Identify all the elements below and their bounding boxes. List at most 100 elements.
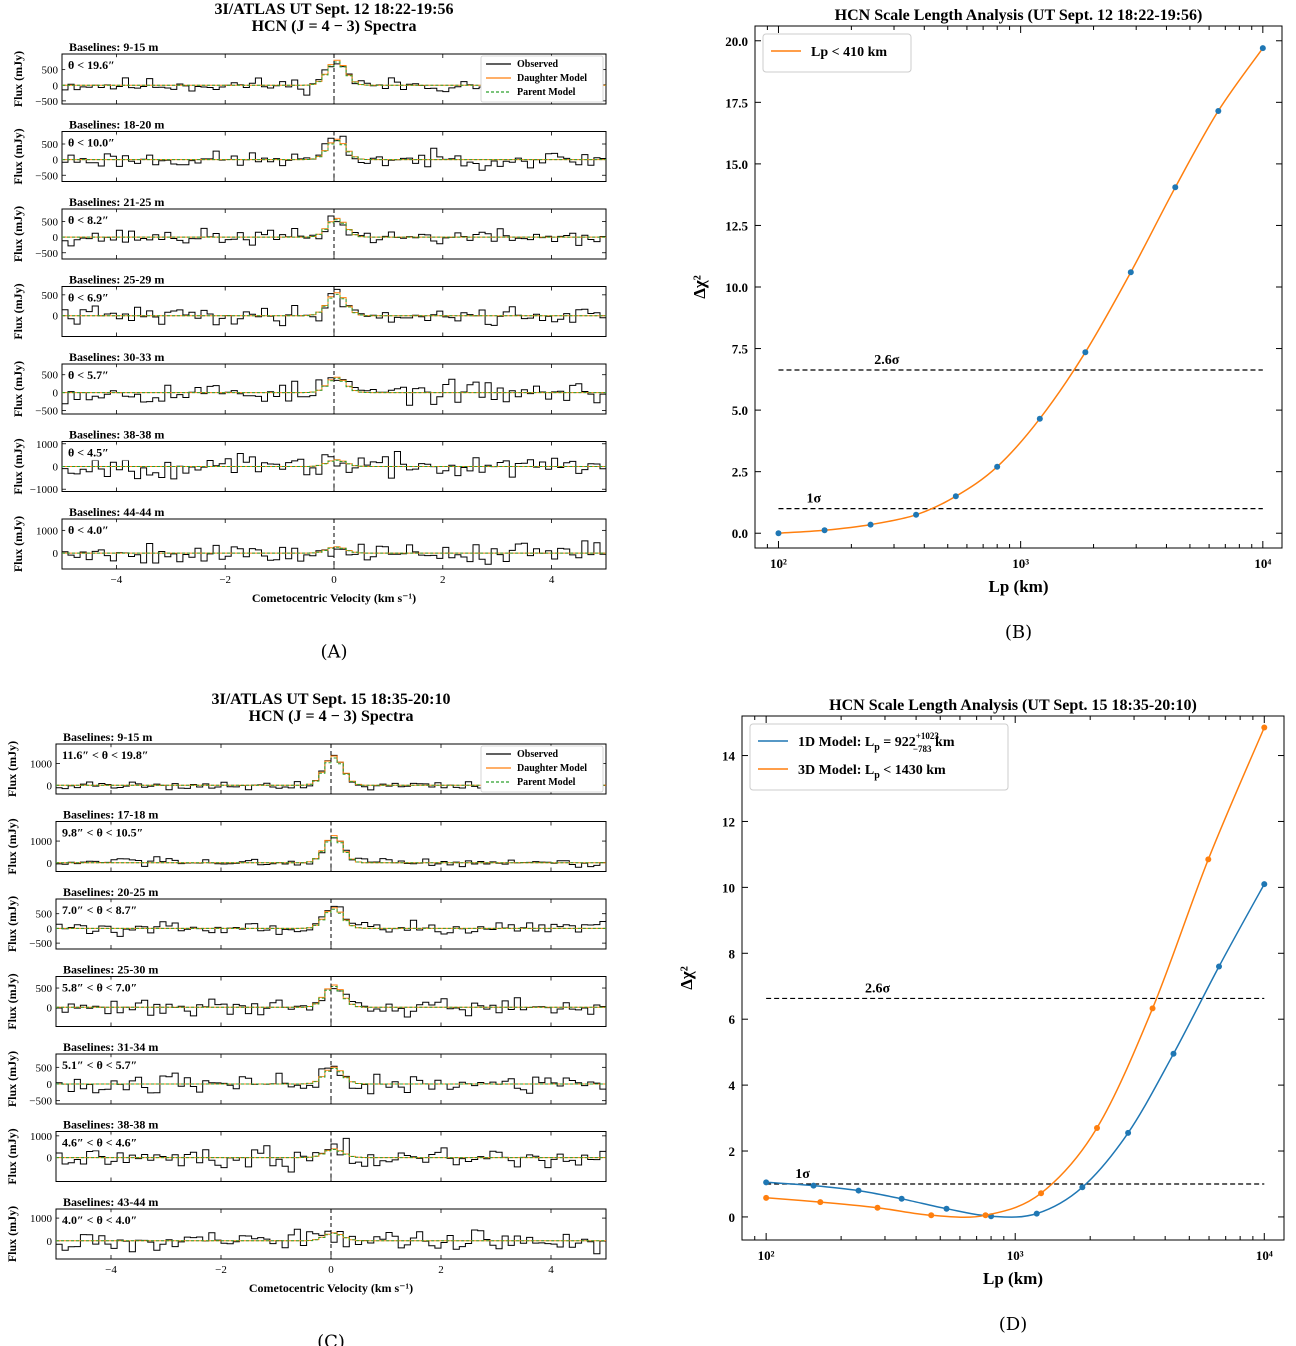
theta-label: θ < 4.5″ (68, 446, 109, 460)
spectrum-row: Baselines: 44-44 m 0 1000 θ < 4.0″ Flux (mJy… (11, 505, 607, 605)
legend-entry: Lp < 410 km (811, 45, 887, 60)
y-axis-label: Flux (mJy) (11, 361, 25, 417)
y-tick-label: 500 (42, 217, 59, 229)
y-axis-label: Flux (mJy) (5, 1206, 19, 1262)
y-axis-label: Flux (mJy) (11, 438, 25, 494)
theta-label-bg (65, 289, 131, 306)
legend-observed: Observed (517, 749, 559, 760)
x-tick-label: 10⁴ (1256, 1248, 1273, 1263)
baselines-label: Baselines: 44-44 m (69, 505, 164, 519)
series-point (1033, 1210, 1040, 1217)
spectrum-row: Baselines: 25-30 m 0 500 5.8″ < θ < 7.0″ Flu… (5, 963, 607, 1030)
legend-text-rest: = 922 (880, 735, 916, 750)
spectrum-row: Baselines: 18-20 m −500 0 500 θ < 10.0″ Flux … (11, 118, 607, 185)
y-axis-label: Flux (mJy) (5, 973, 19, 1029)
legend-parent-model: Parent Model (517, 777, 576, 788)
legend-text-sup: +1023 (916, 731, 940, 741)
spectrum-row: Baselines: 30-33 m −500 0 500 θ < 5.7″ Flux (… (11, 350, 607, 417)
y-axis-label: Δχ² (677, 966, 696, 990)
legend-text-main: 3D Model: L (798, 763, 874, 778)
y-tick-label: 1000 (30, 759, 53, 771)
x-tick-label: −4 (105, 1264, 117, 1276)
x-tick-label: 10³ (1012, 556, 1029, 571)
y-tick-label: 14 (722, 749, 736, 764)
parent-model-curve (56, 1149, 606, 1159)
theta-label: 9.8″ < θ < 10.5″ (62, 826, 143, 840)
series-point (1127, 269, 1134, 276)
theta-label-bg (59, 1212, 125, 1228)
legend-parent-model: Parent Model (517, 87, 576, 98)
theta-label: θ < 19.6″ (68, 58, 115, 72)
observed-spectrum (56, 1228, 606, 1255)
legend-daughter-model: Daughter Model (517, 763, 587, 774)
theta-label: 11.6″ < θ < 19.8″ (62, 748, 149, 762)
legend-text-main: 1D Model: L (798, 735, 874, 750)
x-axis-label: Lp (km) (989, 577, 1049, 596)
series-point (1170, 1050, 1177, 1057)
series-point (874, 1204, 881, 1211)
spectrum-row: Baselines: 25-29 m 0 500 θ < 6.9″ Flux (mJy) (11, 273, 607, 340)
series-point (1215, 107, 1222, 114)
x-axis-label: Cometocentric Velocity (km s⁻¹) (252, 591, 416, 605)
theta-label: 4.6″ < θ < 4.6″ (62, 1136, 137, 1150)
axes-frame (741, 715, 1285, 1241)
y-tick-label: 1000 (30, 1213, 53, 1225)
threshold-label: 1σ (795, 1167, 810, 1182)
x-tick-label: 2 (440, 574, 446, 586)
theta-label-bg (65, 367, 131, 383)
y-tick-label: 10.0 (725, 280, 748, 295)
legend-text-rest: < 1430 km (880, 763, 946, 778)
spectrum-row: Baselines: 31-34 m −500 0 500 5.1″ < θ < 5.7… (5, 1040, 607, 1108)
theta-label-bg (59, 979, 125, 996)
series-point (928, 1212, 935, 1219)
x-tick-label: −2 (219, 574, 231, 586)
y-tick-label: 2 (729, 1144, 736, 1159)
y-tick-label: 7.5 (732, 342, 749, 357)
legend-text-low: −783 (913, 744, 932, 754)
series-point (775, 530, 782, 537)
series-curve (766, 883, 1265, 1218)
panel-caption: (A) (320, 642, 347, 663)
y-tick-label: 12 (722, 814, 735, 829)
spectrum-row: Baselines: 21-25 m −500 0 500 θ < 8.2″ Flux (… (11, 195, 607, 262)
y-axis-label: Flux (mJy) (5, 1128, 19, 1184)
y-axis-label: Flux (mJy) (5, 818, 19, 874)
panel-caption: (D) (999, 1314, 1027, 1335)
panel-caption: (C) (317, 1332, 345, 1346)
y-tick-label: 10 (722, 880, 735, 895)
series-point (1038, 1190, 1045, 1197)
y-tick-label: 0 (729, 1210, 736, 1225)
baselines-label: Baselines: 25-30 m (63, 963, 158, 977)
y-tick-label: −500 (35, 170, 58, 182)
series-point (952, 493, 959, 500)
legend-observed: Observed (517, 59, 559, 70)
y-tick-label: −500 (35, 405, 58, 417)
series-point (1205, 856, 1212, 863)
theta-label: θ < 6.9″ (68, 291, 109, 305)
y-tick-label: 8 (729, 946, 736, 961)
series-point (1149, 1005, 1156, 1012)
y-tick-label: 0 (53, 80, 59, 92)
legend-entry: 1D Model: Lp = 922+1023 −783 km (798, 731, 955, 754)
theta-label: 5.1″ < θ < 5.7″ (62, 1058, 137, 1072)
x-tick-label: 10³ (1007, 1248, 1024, 1263)
theta-label-bg (65, 522, 131, 538)
parent-model-curve (62, 459, 606, 467)
x-tick-label: 0 (331, 574, 337, 586)
legend-text-sub: p (874, 770, 880, 781)
legend-box (762, 33, 912, 73)
spectrum-row: Baselines: 43-44 m 0 1000 4.0″ < θ < 4.0″ Fl… (5, 1195, 607, 1295)
series-point (763, 1179, 770, 1186)
y-tick-label: 500 (36, 983, 53, 995)
legend-box (749, 723, 1009, 791)
spectrum-row: Baselines: 38-38 m −1000 0 1000 θ < 4.5″ Flux… (11, 428, 607, 496)
series-point (821, 527, 828, 534)
y-tick-label: −500 (35, 96, 58, 108)
baselines-label: Baselines: 18-20 m (69, 118, 164, 132)
theta-label: 7.0″ < θ < 8.7″ (62, 903, 137, 917)
series-curve (766, 727, 1265, 1218)
